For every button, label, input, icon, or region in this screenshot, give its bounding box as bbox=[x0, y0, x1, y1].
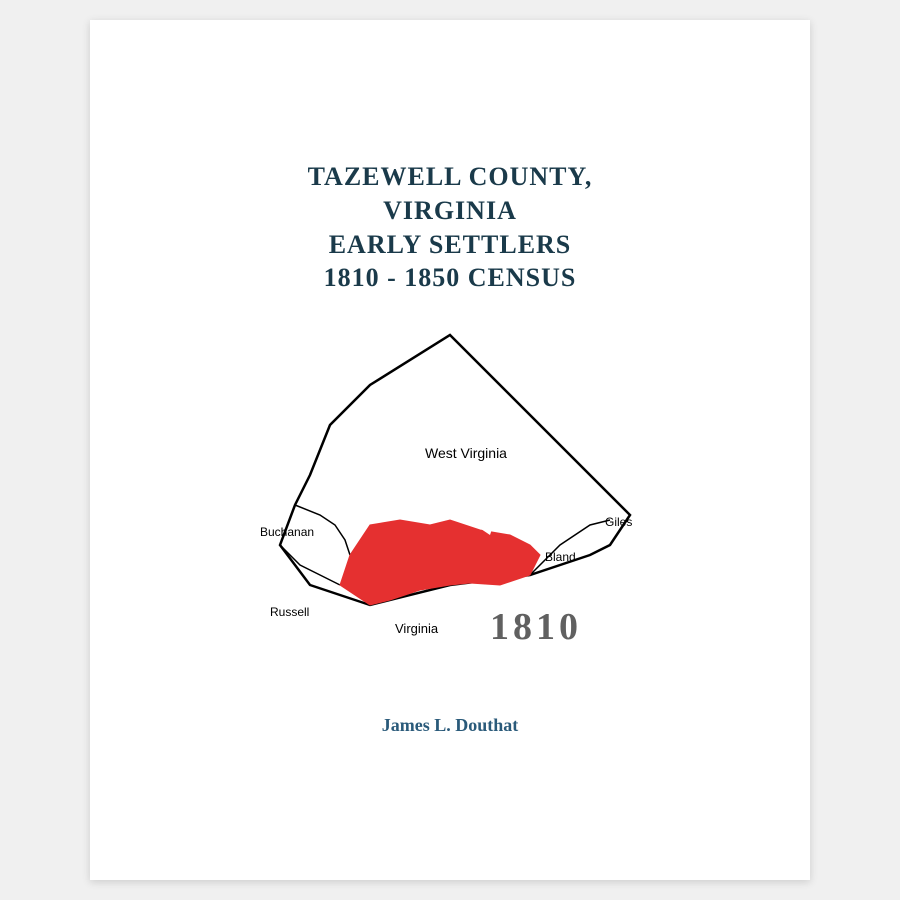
document-page: TAZEWELL COUNTY, VIRGINIA EARLY SETTLERS… bbox=[90, 20, 810, 880]
map-label-bland: Bland bbox=[545, 550, 576, 564]
map-label-buchanan: Buchanan bbox=[260, 525, 314, 539]
map-container: West Virginia Buchanan Giles Bland Russe… bbox=[250, 325, 650, 675]
map-label-russell: Russell bbox=[270, 605, 309, 619]
map-year: 1810 bbox=[490, 605, 582, 649]
title-line-2: VIRGINIA bbox=[130, 194, 770, 228]
title-line-1: TAZEWELL COUNTY, bbox=[130, 160, 770, 194]
author-name: James L. Douthat bbox=[130, 715, 770, 736]
title-line-3: EARLY SETTLERS bbox=[130, 228, 770, 262]
map-label-giles: Giles bbox=[605, 515, 632, 529]
title-line-4: 1810 - 1850 CENSUS bbox=[130, 261, 770, 295]
title-block: TAZEWELL COUNTY, VIRGINIA EARLY SETTLERS… bbox=[130, 160, 770, 295]
map-label-virginia: Virginia bbox=[395, 621, 438, 636]
map-label-west-virginia: West Virginia bbox=[425, 445, 507, 461]
county-map bbox=[250, 325, 650, 675]
